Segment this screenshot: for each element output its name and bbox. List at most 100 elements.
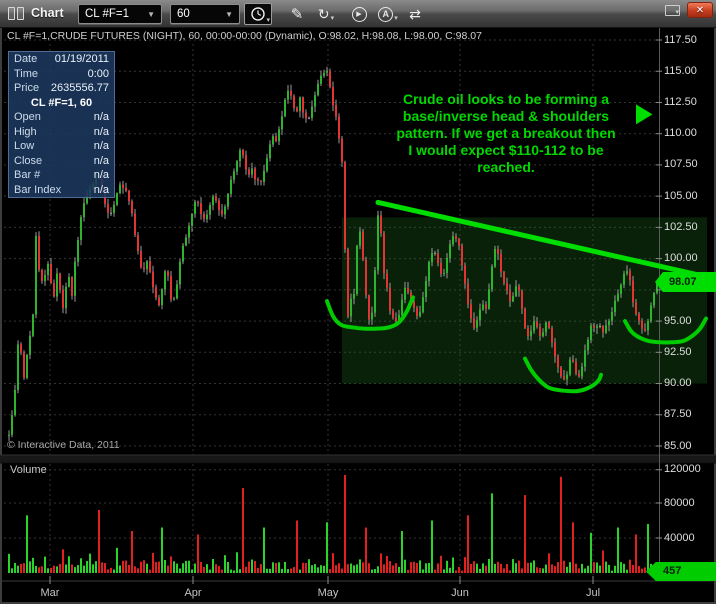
volume-pane-label: Volume xyxy=(10,464,47,476)
copyright-text: © Interactive Data, 2011 xyxy=(7,439,120,451)
annotation-line: I would expect $110-112 to be xyxy=(408,142,604,158)
interval-value: 60 xyxy=(177,8,190,20)
data-panel-field-label: Close xyxy=(14,154,43,167)
data-panel-field-value: n/a xyxy=(93,111,109,123)
price-axis-label: 92.50 xyxy=(664,345,692,358)
annotation-text[interactable]: Crude oil looks to be forming a base/inve… xyxy=(336,91,676,176)
price-axis-label: 100.00 xyxy=(664,252,698,265)
data-panel-row: Bar Index n/a xyxy=(9,183,114,198)
interval-dropdown[interactable]: 60 ▼ xyxy=(170,4,240,24)
data-panel-field-value: n/a xyxy=(93,183,109,196)
head-curve xyxy=(523,356,603,394)
volume-axis-label: 40000 xyxy=(664,531,695,544)
play-icon: ▶ xyxy=(351,6,367,22)
data-panel-field-label: Bar Index xyxy=(14,183,62,196)
last-price-badge: 98.07 xyxy=(655,272,716,292)
data-panel-field-value: n/a xyxy=(93,154,109,167)
chevron-down-icon: ▾ xyxy=(266,17,270,24)
last-volume-badge: 457 xyxy=(646,562,716,581)
price-axis-label: 95.00 xyxy=(664,314,692,327)
annotation-line: base/inverse head & shoulders xyxy=(402,108,610,124)
data-panel-row: High n/a xyxy=(9,125,114,140)
refresh-button[interactable]: ↻ ▾ xyxy=(312,3,340,25)
window-titlebar[interactable]: Chart CL #F=1 ▼ 60 ▼ ▾ ✎ ↻ ▾ ▶ A ▾ ⇄ ▾ ✕ xyxy=(0,0,716,28)
left-shoulder-curve xyxy=(325,295,415,331)
price-axis-label: 90.00 xyxy=(664,377,692,389)
month-label: Jul xyxy=(585,587,601,599)
price-axis-label: 110.00 xyxy=(664,127,697,140)
month-label: May xyxy=(317,587,339,599)
data-panel-symbol-header: CL #F=1, 60 xyxy=(30,96,93,109)
data-panel-field-value: 0:00 xyxy=(87,67,109,80)
data-panel-row: Price 2635556.77 xyxy=(9,81,114,96)
price-axis-label: 112.50 xyxy=(664,96,697,108)
volume-axis-label: 120000 xyxy=(664,463,701,476)
time-frame-button[interactable]: ▾ xyxy=(244,3,272,25)
chevron-down-icon: ▼ xyxy=(147,9,155,19)
month-label: Mar xyxy=(40,587,60,599)
pane-frame xyxy=(0,28,716,584)
window-title: Chart xyxy=(31,6,64,20)
price-axis-label: 117.50 xyxy=(664,33,697,46)
pencil-icon: ✎ xyxy=(290,6,304,23)
month-label: Apr xyxy=(184,587,202,599)
symbol-dropdown[interactable]: CL #F=1 ▼ xyxy=(78,4,162,24)
data-panel-field-label: Open xyxy=(14,111,41,123)
data-window-panel: Date 01/19/2011 Time 0:00 Price 2635556.77 CL … xyxy=(8,51,115,198)
close-icon: ✕ xyxy=(695,4,705,16)
chevron-down-icon: ▼ xyxy=(225,9,233,19)
annotation-line: reached. xyxy=(477,159,535,175)
price-axis-label: 102.50 xyxy=(664,220,698,233)
data-panel-row: Bar # n/a xyxy=(9,168,114,183)
data-panel-field-label: Price xyxy=(14,82,40,94)
data-panel-field-value: 2635556.77 xyxy=(50,82,109,94)
panes-icon xyxy=(8,7,26,21)
circular-arrow-icon: ↻ xyxy=(317,5,330,22)
price-axis-label: 105.00 xyxy=(664,189,698,202)
month-label: Jun xyxy=(451,587,469,599)
data-panel-field-label: Time xyxy=(14,67,39,80)
data-panel-row: Open n/a xyxy=(9,110,114,125)
data-panel-field-value: 01/19/2011 xyxy=(54,53,109,65)
breakout-arrow-drawing xyxy=(636,104,653,125)
trendline-drawing xyxy=(375,199,709,280)
annotation-line: Crude oil looks to be forming a xyxy=(402,91,610,107)
volume-axis-label: 80000 xyxy=(664,496,695,509)
chevron-down-icon: ▾ xyxy=(394,15,398,22)
annotation-line: pattern. If we get a breakout then xyxy=(396,125,616,141)
price-axis-label: 115.00 xyxy=(664,64,697,77)
clock-icon xyxy=(251,7,265,21)
chevron-down-icon: ▾ xyxy=(330,15,335,22)
data-panel-field-label: Low xyxy=(14,140,35,152)
draw-button[interactable]: ✎ xyxy=(286,3,308,25)
transfer-arrows-icon: ⇄ xyxy=(409,5,421,22)
data-panel-field-value: n/a xyxy=(93,169,109,181)
volume-series xyxy=(8,475,658,574)
data-panel-field-label: High xyxy=(14,125,37,138)
close-button[interactable]: ✕ xyxy=(687,2,713,18)
right-shoulder-curve xyxy=(623,316,708,345)
data-panel-row: Time 0:00 xyxy=(9,67,114,82)
chart-drawings[interactable] xyxy=(325,104,709,394)
letter-a-icon: A xyxy=(378,6,394,22)
auto-button[interactable]: A ▾ xyxy=(374,3,402,25)
gridlines xyxy=(4,39,659,575)
data-panel-field-value: n/a xyxy=(93,125,109,138)
popout-button[interactable]: ▾ xyxy=(665,5,680,16)
popout-icon: ▾ xyxy=(675,9,679,16)
price-axis-label: 107.50 xyxy=(664,158,698,171)
data-panel-row: Low n/a xyxy=(9,139,114,154)
chart-title: CL #F=1,CRUDE FUTURES (NIGHT), 60, 00:00… xyxy=(7,30,482,42)
data-panel-row: Close n/a xyxy=(9,154,114,169)
data-panel-field-value: n/a xyxy=(93,140,109,152)
data-panel-row: Date 01/19/2011 xyxy=(9,52,114,67)
data-panel-field-label: Date xyxy=(14,53,38,65)
price-axis-label: 87.50 xyxy=(664,408,692,421)
price-axis-label: 85.00 xyxy=(664,439,692,452)
play-button[interactable]: ▶ xyxy=(348,3,370,25)
link-button[interactable]: ⇄ xyxy=(404,3,426,25)
symbol-value: CL #F=1 xyxy=(85,8,130,20)
data-panel-field-label: Bar # xyxy=(14,169,41,181)
